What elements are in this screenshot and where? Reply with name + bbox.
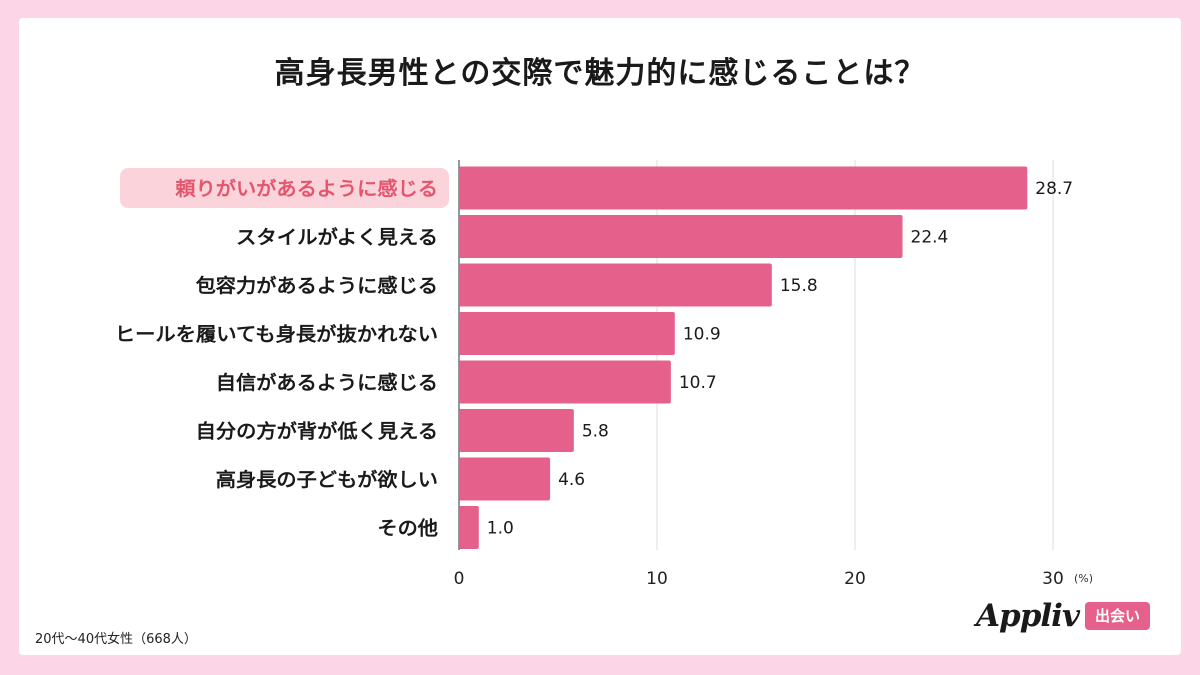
- bar-value-label: 5.8: [582, 422, 609, 442]
- x-tick-label: 30: [1042, 569, 1064, 589]
- category-label: 自信があるように感じる: [216, 371, 438, 394]
- x-tick-label: 20: [844, 569, 866, 589]
- bar-value-label: 4.6: [558, 470, 585, 490]
- category-label: その他: [377, 517, 438, 540]
- bar: [459, 312, 675, 355]
- bar-value-label: 22.4: [911, 228, 949, 248]
- logo-badge: 出会い: [1084, 602, 1150, 630]
- category-label: 頼りがいがあるように感じる: [175, 177, 438, 200]
- category-label: 包容力があるように感じる: [196, 274, 438, 297]
- category-label: 高身長の子どもが欲しい: [216, 468, 438, 491]
- category-label: ヒールを履いても身長が抜かれない: [115, 323, 438, 346]
- bar: [459, 215, 903, 258]
- bar-value-label: 28.7: [1035, 179, 1073, 199]
- bar-value-label: 15.8: [780, 276, 818, 296]
- bar: [459, 166, 1028, 210]
- chart-title: 高身長男性との交際で魅力的に感じることは？: [274, 56, 926, 91]
- bar: [459, 263, 772, 307]
- axis-unit-label: (%): [1074, 572, 1093, 585]
- bar-value-label: 10.9: [683, 325, 721, 345]
- bar: [459, 409, 574, 452]
- bar-value-label: 10.7: [679, 373, 717, 393]
- applivlogo: Appliv 出会い: [976, 596, 1150, 636]
- bar-value-label: 1.0: [487, 519, 514, 539]
- highlight-background: [120, 168, 449, 208]
- logo-brand: Appliv: [976, 598, 1080, 634]
- category-label: スタイルがよく見える: [236, 226, 438, 249]
- category-label: 自分の方が背が低く見える: [196, 420, 438, 443]
- bar: [459, 457, 551, 501]
- bar: [459, 360, 671, 404]
- x-tick-label: 0: [454, 569, 465, 589]
- footnote: 20代〜40代女性（668人）: [35, 632, 197, 647]
- bar: [459, 506, 479, 549]
- x-tick-label: 10: [646, 569, 668, 589]
